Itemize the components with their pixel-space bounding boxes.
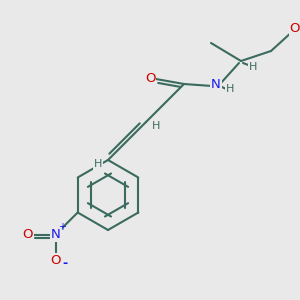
Text: H: H xyxy=(94,159,102,169)
Text: -: - xyxy=(62,257,67,270)
Text: H: H xyxy=(249,62,257,72)
Text: O: O xyxy=(145,73,155,85)
Text: H: H xyxy=(226,84,234,94)
Text: O: O xyxy=(290,22,300,34)
Text: +: + xyxy=(58,221,66,232)
Text: O: O xyxy=(22,228,33,241)
Text: H: H xyxy=(152,121,160,131)
Text: N: N xyxy=(51,228,61,241)
Text: N: N xyxy=(211,79,221,92)
Text: O: O xyxy=(50,254,61,267)
